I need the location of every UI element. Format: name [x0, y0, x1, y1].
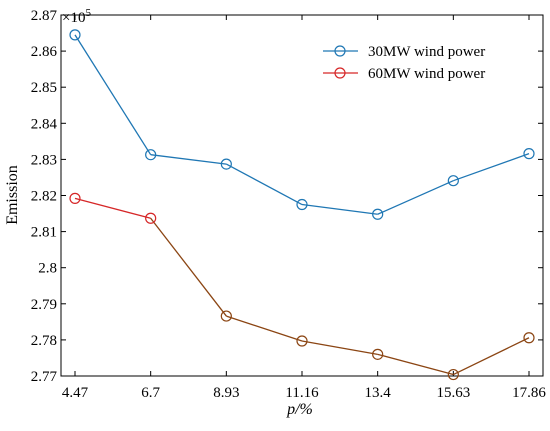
series-1-segment [150, 217, 227, 317]
x-tick-label: 4.47 [62, 385, 89, 401]
series-1-segment [226, 315, 303, 342]
y-tick-label: 2.83 [31, 152, 57, 168]
series-0-segment [74, 34, 152, 156]
x-tick-label: 6.7 [141, 385, 160, 401]
y-tick-label: 2.87 [31, 8, 58, 24]
series-1-point [372, 348, 384, 360]
series-0-point [372, 208, 384, 220]
series-1-segment [453, 337, 530, 376]
series-0-segment [453, 153, 530, 182]
x-tick-label: 17.86 [512, 385, 546, 401]
series-1-segment [301, 340, 378, 355]
y-tick-label: 2.8 [38, 261, 57, 277]
series-0-point [69, 29, 81, 41]
legend-label-30mw: 30MW wind power [368, 44, 485, 60]
series-0-segment [226, 163, 303, 206]
series-1-point [145, 212, 157, 224]
y-tick-label: 2.81 [31, 225, 57, 241]
y-tick-label: 2.86 [31, 44, 58, 60]
series-0-segment [301, 203, 378, 215]
y-axis-label: Emission [4, 165, 21, 225]
series-0-point [145, 149, 157, 161]
series-1-point [296, 335, 308, 347]
y-multiplier-label: ×105 [62, 7, 91, 26]
x-tick-label: 13.4 [365, 385, 392, 401]
x-tick-label: 8.93 [213, 385, 239, 401]
legend-marker-60mw [334, 67, 346, 79]
y-tick-label: 2.78 [31, 333, 57, 349]
series-0-point [523, 148, 535, 160]
x-axis-label: p/% [286, 401, 313, 418]
series-1-point [69, 192, 81, 204]
series-0-point [220, 158, 232, 170]
series-1-point [220, 310, 232, 322]
y-tick-label: 2.77 [31, 369, 58, 385]
y-tick-label: 2.85 [31, 80, 57, 96]
axis-ticks: 2.77 2.78 2.79 2.8 2.81 2.82 2.83 2.84 2.85 2.86 2… [31, 8, 547, 401]
series-1-point [523, 332, 535, 344]
series-1-segment [377, 353, 454, 376]
series-0-segment [377, 180, 454, 215]
legend-marker-30mw [334, 45, 346, 57]
series-layer [69, 29, 535, 381]
legend: 30MW wind power 60MW wind power [323, 44, 485, 82]
y-tick-label: 2.84 [31, 116, 58, 132]
series-0-segment [150, 154, 227, 165]
legend-label-60mw: 60MW wind power [368, 66, 485, 82]
series-0-point [296, 198, 308, 211]
series-1-segment [74, 197, 151, 219]
y-tick-label: 2.79 [31, 297, 57, 313]
x-tick-label: 11.16 [285, 385, 319, 401]
series-0-point [447, 175, 459, 187]
x-tick-label: 15.63 [436, 385, 470, 401]
y-tick-label: 2.82 [31, 189, 57, 205]
series-1-point [447, 368, 459, 381]
